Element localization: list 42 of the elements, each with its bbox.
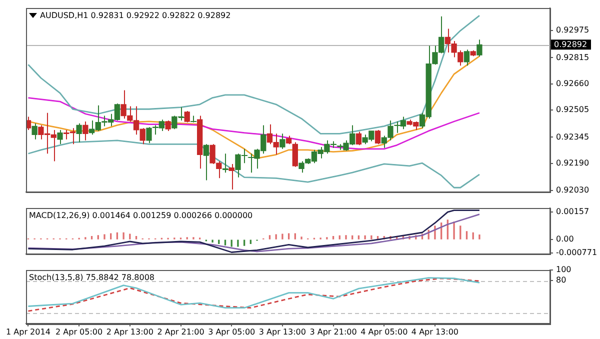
ref-line-label: 0.92892: [554, 40, 588, 49]
y-tick-label: -0.000771: [556, 248, 598, 258]
x-tick-label: 1 Apr 2014: [6, 327, 50, 336]
candlestick: [476, 39, 482, 58]
x-tick-label: 2 Apr 13:00: [106, 327, 154, 336]
x-tick-label: 3 Apr 13:00: [258, 327, 306, 336]
candlestick: [82, 120, 88, 141]
candlestick: [470, 50, 476, 57]
candlestick: [464, 49, 470, 66]
chart-title: AUDUSD,H1 0.92831 0.92922 0.92822 0.92892: [40, 10, 231, 20]
y-tick-label: 80: [556, 276, 566, 285]
candlestick: [292, 142, 298, 168]
chart-title: Stoch(13,5,8) 75.8842 78.8008: [29, 272, 155, 282]
x-tick-label: 2 Apr 05:00: [56, 327, 103, 336]
candlestick: [57, 129, 63, 145]
candlestick: [203, 144, 210, 181]
x-tick-label: 2 Apr 21:00: [157, 327, 204, 336]
y-tick-label: 0.92975: [556, 26, 590, 35]
y-tick-label: 0.92345: [556, 132, 590, 142]
candlestick: [196, 115, 203, 170]
x-tick-label: 4 Apr 05:00: [360, 327, 408, 336]
candlestick: [280, 133, 286, 150]
x-tick-label: 3 Apr 21:00: [310, 327, 357, 336]
y-tick-label: 0.92505: [556, 105, 590, 114]
x-tick-label: 3 Apr 05:00: [208, 327, 256, 336]
y-tick-label: 0.92190: [556, 158, 590, 168]
y-tick-label: 0.00157: [556, 206, 590, 216]
y-tick-label: 0.00: [556, 234, 574, 244]
x-tick-label: 4 Apr 13:00: [411, 327, 459, 336]
candlestick: [286, 135, 292, 145]
candlestick: [32, 122, 38, 140]
candlestick: [146, 126, 152, 144]
candlestick: [184, 110, 190, 123]
y-tick-label: 100: [556, 264, 572, 274]
y-tick-label: 0.92660: [556, 79, 590, 88]
candlestick: [76, 122, 82, 143]
candlestick: [228, 163, 234, 190]
chart-title: MACD(12,26,9) 0.001464 0.001259 0.000266 0.000000: [29, 210, 253, 220]
candlestick: [165, 120, 171, 132]
y-tick-label: 0.92815: [556, 52, 590, 62]
candlestick: [374, 129, 381, 145]
y-tick-label: 0.92030: [556, 186, 590, 195]
